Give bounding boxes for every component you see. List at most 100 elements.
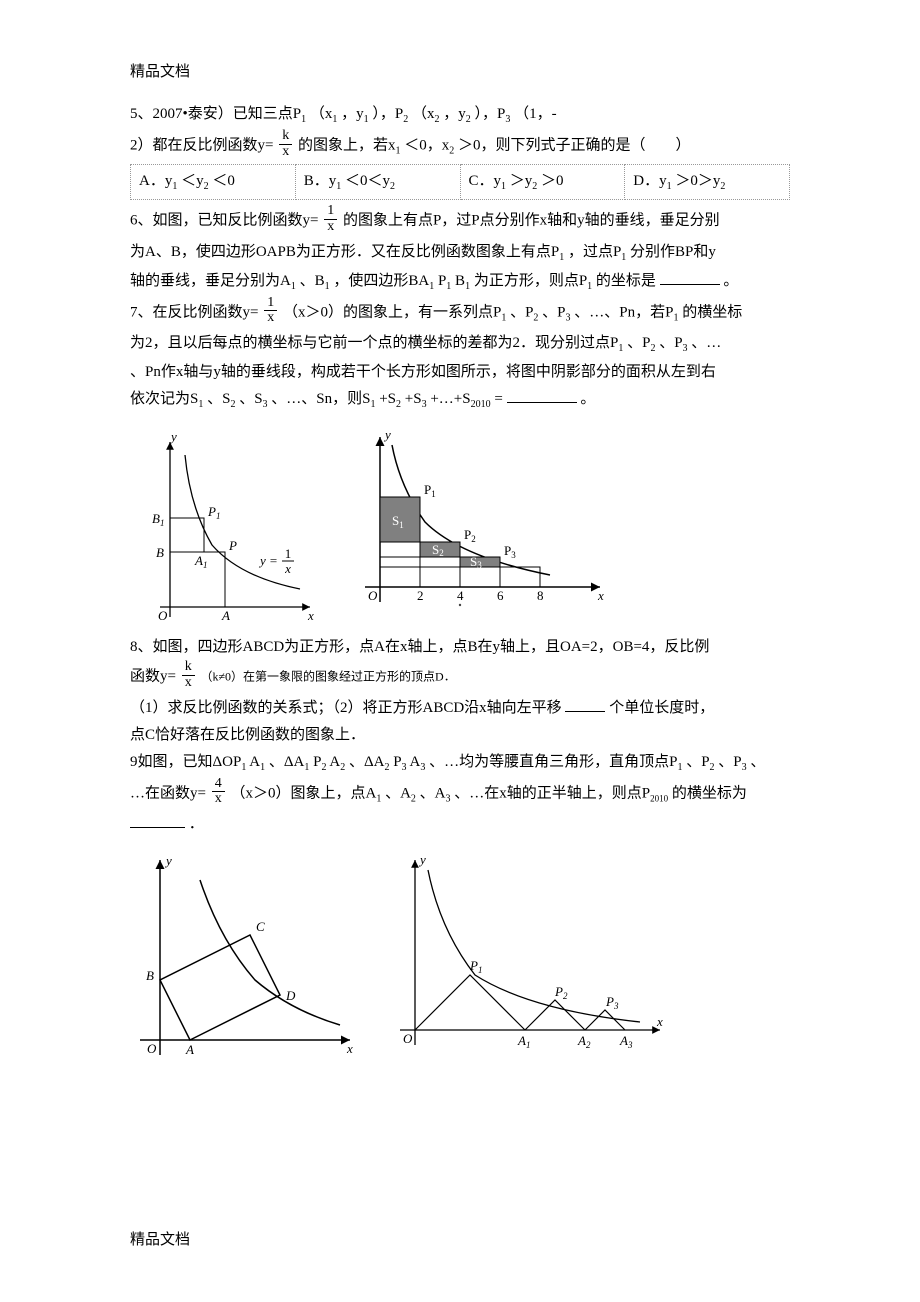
- t: A: [249, 754, 260, 770]
- figure-q7: O y x 2 4 6 8 P1 P2 P3 S1 S2 S3: [350, 427, 610, 627]
- t: +S: [405, 391, 422, 407]
- sub: 2: [435, 114, 440, 125]
- t: 、P: [718, 754, 741, 770]
- label-P3: P3: [605, 994, 619, 1011]
- t: ＜y: [181, 173, 204, 189]
- sub: 1: [364, 114, 369, 125]
- label-O: O: [368, 588, 378, 603]
- frac-den: x: [182, 676, 195, 691]
- t: P: [393, 754, 401, 770]
- q5-l1e: （x: [412, 106, 435, 122]
- sub: 1: [465, 281, 470, 292]
- q5-choice-table: A．y1 ＜y2 ＜0 B．y1 ＜0＜y2 C．y1 ＞y2 ＞0 D．y1 …: [130, 164, 790, 200]
- t: 个单位长度时，: [609, 700, 714, 716]
- q8-line2: 函数y= k x （k≠0）在第一象限的图象经过正方形的顶点D．: [130, 662, 790, 692]
- sub: 1: [429, 281, 434, 292]
- q5-l1b: （x: [310, 106, 333, 122]
- t: ．: [189, 816, 204, 832]
- label-y: y: [418, 852, 426, 867]
- sub: 2: [396, 399, 401, 410]
- sub: 3: [263, 399, 268, 410]
- label-P1: P1: [469, 958, 482, 975]
- t: 9如图，已知ΔOP: [130, 754, 241, 770]
- t: D．y: [633, 173, 666, 189]
- sub: 2: [340, 762, 345, 773]
- label-B: B: [146, 968, 154, 983]
- q5-l1h: （1，-: [514, 106, 557, 122]
- t: 为正方形，则点P: [474, 273, 587, 289]
- q5-l2c: ＜0，x: [404, 138, 449, 154]
- sub: 3: [683, 343, 688, 354]
- sub: 2010: [471, 399, 491, 410]
- figure-q8: O A B C D y x: [130, 850, 360, 1070]
- tick-4: 4: [457, 588, 464, 603]
- label-A2: A2: [577, 1033, 591, 1050]
- sub: 1: [291, 281, 296, 292]
- tick-6: 6: [497, 588, 504, 603]
- t: A: [329, 754, 340, 770]
- frac-num: 4: [212, 777, 225, 793]
- t: 6、如图，已知反比例函数y=: [130, 213, 318, 229]
- frac-den: x: [279, 145, 292, 160]
- sub: 1: [332, 114, 337, 125]
- t: 、…、Sn，则S: [271, 391, 370, 407]
- sub: 1: [376, 793, 381, 804]
- t: 、S: [239, 391, 262, 407]
- t: 、P: [659, 335, 682, 351]
- label-x: x: [307, 608, 314, 623]
- label-B1: B1: [152, 511, 164, 528]
- q6-line3: 轴的垂线，垂足分别为A1 、B1 ，使四边形BA1 P1 B1 为正方形，则点P…: [130, 269, 790, 295]
- sub: 2010: [650, 793, 668, 803]
- label-O: O: [158, 608, 168, 623]
- q5-l1a: 5、2007•泰安）已知三点P: [130, 106, 301, 122]
- t: 函数y=: [130, 669, 176, 685]
- sub: 1: [618, 343, 623, 354]
- sub: 1: [304, 762, 309, 773]
- q5-l2a: 2）都在反比例函数y=: [130, 138, 273, 154]
- label-P3: P3: [504, 543, 516, 560]
- sub: 1: [301, 114, 306, 125]
- t: 。: [723, 273, 738, 289]
- sub: 2: [533, 312, 538, 323]
- sub: 2: [532, 181, 537, 192]
- t: （k≠0）在第一象限的图象经过正方形的顶点D．: [200, 670, 455, 684]
- page-header: 精品文档: [130, 60, 790, 84]
- sub: 1: [446, 281, 451, 292]
- q7-line3: 、Pn作x轴与y轴的垂线段，构成若干个长方形如图所示，将图中阴影部分的面积从左到…: [130, 360, 790, 384]
- q6-frac: 1 x: [324, 204, 337, 234]
- sub: 2: [466, 114, 471, 125]
- q8-frac: k x: [182, 660, 195, 690]
- label-O: O: [403, 1031, 413, 1046]
- sub: 3: [420, 762, 425, 773]
- choice-d: D．y1 ＞0＞y2: [625, 165, 790, 200]
- eqn-den: x: [284, 561, 291, 576]
- page-footer: 精品文档: [130, 1228, 190, 1252]
- label-x: x: [656, 1014, 663, 1029]
- q7-line2: 为2，且以后每点的横坐标与它前一个点的横坐标的差都为2．现分别过点P1 、P2 …: [130, 331, 790, 357]
- q6-line2: 为A、B，使四边形OAPB为正方形．又在反比例函数图象上有点P1 ，过点P1 分…: [130, 240, 790, 266]
- sub: 3: [446, 793, 451, 804]
- t: 、P: [542, 304, 565, 320]
- t: （x＞0）的图象上，有一系列点P: [283, 304, 501, 320]
- sub: 1: [260, 762, 265, 773]
- t: 、A: [385, 785, 411, 801]
- t: 、: [750, 754, 765, 770]
- sub: 2: [204, 181, 209, 192]
- t: 依次记为S: [130, 391, 198, 407]
- label-O: O: [147, 1041, 157, 1056]
- t: 。: [580, 391, 595, 407]
- label-A1: A1: [194, 553, 207, 570]
- sub: 2: [710, 762, 715, 773]
- t: 的横坐标: [682, 304, 742, 320]
- sub: 1: [673, 312, 678, 323]
- t: ，过点P: [568, 244, 621, 260]
- q8-line1: 8、如图，四边形ABCD为正方形，点A在x轴上，点B在y轴上，且OA=2，OB=…: [130, 635, 790, 659]
- sub: 3: [566, 312, 571, 323]
- t: 、A: [420, 785, 446, 801]
- t: +S: [379, 391, 396, 407]
- sub: 1: [559, 252, 564, 263]
- t: 的横坐标为: [672, 785, 747, 801]
- t: 的坐标是: [596, 273, 656, 289]
- frac-num: k: [279, 129, 292, 145]
- t: 、…、Pn，若P: [574, 304, 673, 320]
